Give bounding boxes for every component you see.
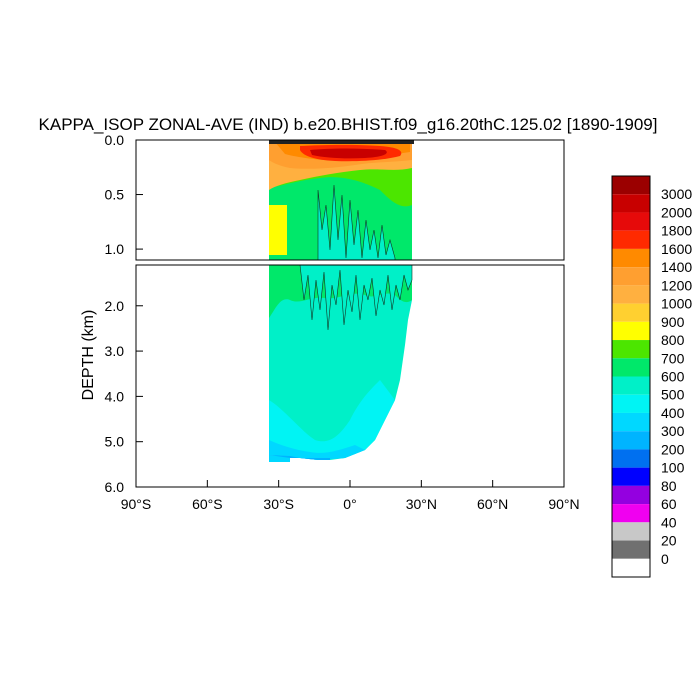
colorbar-swatch bbox=[612, 358, 650, 377]
upper-field-500-plumes bbox=[317, 184, 396, 260]
colorbar-label: 1600 bbox=[661, 241, 692, 257]
colorbar-swatch bbox=[612, 267, 650, 286]
colorbar-swatch bbox=[612, 394, 650, 413]
x-tick-label: 30°S bbox=[263, 496, 294, 512]
upper-panel bbox=[269, 140, 414, 260]
colorbar-label: 1000 bbox=[661, 296, 692, 312]
x-tick-label: 90°N bbox=[548, 496, 579, 512]
colorbar-swatch bbox=[612, 522, 650, 541]
lower-panel bbox=[269, 265, 413, 462]
y-tick-label: 2.0 bbox=[105, 298, 125, 314]
colorbar-swatch bbox=[612, 376, 650, 395]
axes-layer: 90°S 60°S 30°S 0° 30°N 60°N 90°N 0.0 0.5 1.0 2.0 3.… bbox=[105, 132, 580, 512]
colorbar-label: 700 bbox=[661, 350, 685, 366]
upper-panel-frame bbox=[135, 139, 565, 261]
colorbar-frame bbox=[611, 175, 651, 578]
colorbar-swatch bbox=[612, 558, 650, 577]
colorbar-label: 20 bbox=[661, 533, 677, 549]
colorbar-label: 3000 bbox=[661, 186, 692, 202]
colorbar-label: 600 bbox=[661, 369, 685, 385]
colorbar-label: 80 bbox=[661, 478, 677, 494]
x-tick-label: 90°S bbox=[121, 496, 152, 512]
x-tick-label: 30°N bbox=[406, 496, 437, 512]
colorbar-label: 0 bbox=[661, 551, 669, 567]
upper-surface-band bbox=[269, 140, 414, 144]
colorbar-label: 2000 bbox=[661, 204, 692, 220]
colorbar-label: 1200 bbox=[661, 277, 692, 293]
colorbar-label: 800 bbox=[661, 332, 685, 348]
colorbar-swatch bbox=[612, 504, 650, 523]
x-tick-label: 60°S bbox=[192, 496, 223, 512]
colorbar: 3000200018001600140012001000900800700600… bbox=[611, 175, 692, 578]
y-tick-label: 3.0 bbox=[105, 343, 125, 359]
colorbar-swatch bbox=[612, 540, 650, 559]
colorbar-swatch bbox=[612, 303, 650, 322]
y-tick-label: 0.5 bbox=[105, 187, 125, 203]
colorbar-swatch bbox=[612, 248, 650, 268]
colorbar-swatch bbox=[612, 467, 650, 486]
colorbar-label: 40 bbox=[661, 514, 677, 530]
colorbar-swatch bbox=[612, 176, 650, 195]
colorbar-label: 500 bbox=[661, 387, 685, 403]
colorbar-label: 1400 bbox=[661, 259, 692, 275]
colorbar-swatch bbox=[612, 230, 650, 249]
colorbar-label: 300 bbox=[661, 423, 685, 439]
colorbar-swatch bbox=[612, 449, 650, 468]
colorbar-label: 400 bbox=[661, 405, 685, 421]
y-axis-label: DEPTH (km) bbox=[80, 310, 97, 401]
lower-field-abyss bbox=[269, 455, 290, 462]
colorbar-label: 900 bbox=[661, 314, 685, 330]
x-tick-label: 60°N bbox=[477, 496, 508, 512]
colorbar-label: 1800 bbox=[661, 223, 692, 239]
lower-field-200 bbox=[269, 455, 330, 460]
colorbar-swatch bbox=[612, 431, 650, 450]
y-tick-label: 6.0 bbox=[105, 479, 125, 495]
y-tick-label: 4.0 bbox=[105, 388, 125, 404]
colorbar-label: 60 bbox=[661, 496, 677, 512]
y-tick-label: 1.0 bbox=[105, 241, 125, 257]
colorbar-swatch bbox=[612, 485, 650, 505]
upper-field-900 bbox=[269, 205, 287, 255]
colorbar-swatch bbox=[612, 285, 650, 304]
x-tick-label: 0° bbox=[343, 496, 356, 512]
upper-field-2000 bbox=[310, 148, 387, 159]
colorbar-label: 200 bbox=[661, 441, 685, 457]
colorbar-swatch bbox=[612, 340, 650, 359]
chart-title: KAPPA_ISOP ZONAL-AVE (IND) b.e20.BHIST.f… bbox=[39, 115, 658, 134]
lower-field-400 bbox=[269, 380, 395, 460]
colorbar-swatch bbox=[612, 412, 650, 432]
colorbar-label: 100 bbox=[661, 460, 685, 476]
colorbar-swatch bbox=[612, 321, 650, 341]
lower-field-500-plumes bbox=[299, 265, 413, 331]
lower-field-300 bbox=[269, 440, 365, 460]
y-tick-label: 0.0 bbox=[105, 132, 125, 148]
colorbar-swatch bbox=[612, 212, 650, 231]
colorbar-swatch bbox=[612, 194, 650, 213]
y-tick-label: 5.0 bbox=[105, 434, 125, 450]
